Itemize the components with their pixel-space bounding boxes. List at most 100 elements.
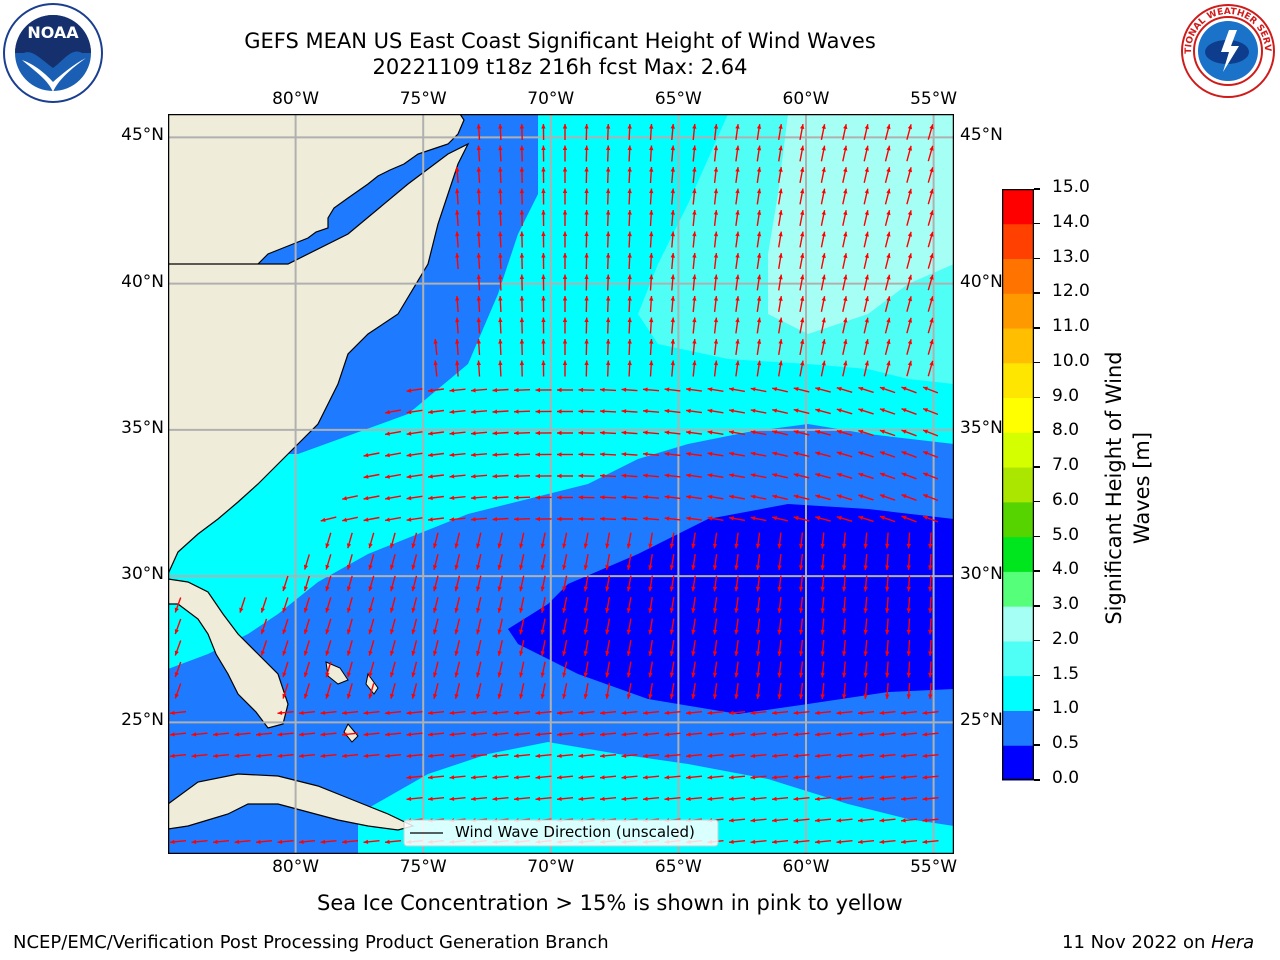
wave-direction-arrow: [626, 661, 632, 678]
wave-direction-arrow: [540, 640, 546, 656]
wave-direction-arrow: [584, 360, 589, 377]
wave-direction-arrow: [927, 231, 934, 248]
wave-direction-arrow: [320, 732, 337, 737]
wave-direction-arrow: [778, 188, 783, 205]
wave-direction-arrow: [692, 252, 697, 270]
wave-direction-arrow: [513, 452, 531, 457]
wave-direction-arrow: [927, 145, 934, 162]
footer-branch: NCEP/EMC/Verification Post Processing Pr…: [13, 932, 609, 953]
wave-direction-arrow: [492, 796, 509, 801]
wave-direction-arrow: [922, 753, 939, 758]
wave-direction-arrow: [879, 753, 896, 758]
wave-direction-arrow: [433, 338, 438, 356]
wave-direction-arrow: [535, 430, 552, 436]
wave-direction-arrow: [535, 473, 552, 479]
wave-direction-arrow: [713, 339, 719, 355]
wave-direction-arrow: [799, 639, 804, 657]
wave-direction-arrow: [799, 252, 805, 270]
wave-direction-arrow: [606, 209, 611, 227]
wave-direction-arrow: [562, 296, 568, 312]
wave-direction-arrow: [879, 386, 896, 394]
wave-direction-arrow: [621, 495, 638, 500]
wave-direction-arrow: [842, 360, 848, 377]
wave-direction-arrow: [728, 494, 746, 500]
wave-direction-arrow: [476, 188, 481, 205]
lat-tick-left: 30°N: [121, 564, 164, 585]
wave-direction-arrow: [384, 753, 402, 758]
wave-direction-arrow: [793, 473, 810, 479]
wave-direction-arrow: [627, 145, 632, 162]
wave-direction-arrow: [325, 618, 332, 635]
wave-direction-arrow: [906, 274, 912, 291]
wave-direction-arrow: [433, 618, 439, 635]
wave-direction-arrow: [735, 339, 740, 355]
wave-direction-arrow: [670, 338, 675, 356]
wave-direction-arrow: [842, 661, 847, 678]
wave-direction-arrow: [535, 710, 552, 715]
wave-direction-arrow: [476, 274, 481, 291]
wave-direction-arrow: [627, 231, 632, 248]
lon-tick-bottom: 75°W: [399, 857, 447, 877]
wave-direction-arrow: [562, 339, 568, 355]
wave-direction-arrow: [368, 532, 375, 549]
arrow-legend: Wind Wave Direction (unscaled): [403, 819, 719, 847]
wave-direction-arrow: [470, 753, 488, 758]
wave-direction-arrow: [541, 166, 546, 184]
wave-direction-arrow: [884, 360, 891, 377]
wave-direction-arrow: [927, 210, 934, 226]
wave-direction-arrow: [320, 516, 337, 522]
wave-direction-arrow: [884, 339, 891, 355]
wave-direction-arrow: [836, 494, 853, 501]
wave-direction-arrow: [734, 554, 739, 570]
wave-direction-arrow: [778, 338, 783, 356]
wave-direction-arrow: [540, 661, 546, 678]
wave-direction-arrow: [772, 451, 788, 457]
wave-direction-arrow: [814, 796, 832, 801]
wave-direction-arrow: [519, 575, 525, 592]
wave-direction-arrow: [497, 618, 503, 635]
colorbar-block: [1002, 710, 1034, 746]
wave-direction-arrow: [793, 516, 810, 522]
wave-direction-arrow: [557, 430, 573, 436]
wave-direction-arrow: [541, 231, 546, 248]
lon-tick-bottom: 65°W: [654, 857, 702, 877]
lat-tick-left: 35°N: [121, 417, 164, 438]
wave-direction-arrow: [863, 274, 869, 291]
colorbar-block: [1002, 571, 1034, 607]
wave-direction-arrow: [928, 618, 933, 635]
wave-direction-arrow: [191, 839, 208, 844]
wave-direction-arrow: [562, 317, 568, 334]
wave-direction-arrow: [707, 451, 724, 457]
wave-direction-arrow: [492, 732, 509, 737]
wave-direction-arrow: [498, 252, 503, 270]
wave-direction-arrow: [664, 408, 681, 414]
wave-direction-arrow: [476, 295, 481, 313]
wave-direction-arrow: [498, 274, 503, 291]
sea-ice-note: Sea Ice Concentration > 15% is shown in …: [317, 891, 903, 915]
wave-direction-arrow: [863, 553, 868, 571]
wave-direction-arrow: [799, 661, 804, 678]
wave-direction-arrow: [777, 532, 782, 549]
noaa-logo-text: NOAA: [27, 23, 79, 42]
wave-direction-arrow: [584, 252, 589, 270]
wave-direction-arrow: [584, 166, 589, 184]
lon-tick-top: 65°W: [654, 89, 702, 109]
wave-direction-arrow: [449, 732, 466, 737]
wave-direction-arrow: [836, 775, 853, 780]
wave-direction-arrow: [255, 753, 273, 758]
wave-direction-arrow: [692, 145, 697, 162]
wave-direction-arrow: [735, 274, 740, 291]
wave-direction-arrow: [584, 338, 589, 356]
wave-direction-arrow: [454, 618, 461, 635]
wave-direction-arrow: [884, 296, 891, 312]
wave-direction-arrow: [298, 839, 316, 844]
wave-direction-arrow: [815, 516, 831, 522]
wave-direction-arrow: [863, 253, 869, 269]
wave-direction-arrow: [449, 431, 466, 436]
wave-direction-arrow: [820, 360, 826, 377]
lat-tick-left: 40°N: [121, 271, 164, 292]
wave-direction-arrow: [535, 796, 552, 801]
wave-direction-arrow: [346, 640, 353, 656]
wave-direction-arrow: [363, 839, 380, 844]
wave-direction-arrow: [750, 387, 767, 393]
